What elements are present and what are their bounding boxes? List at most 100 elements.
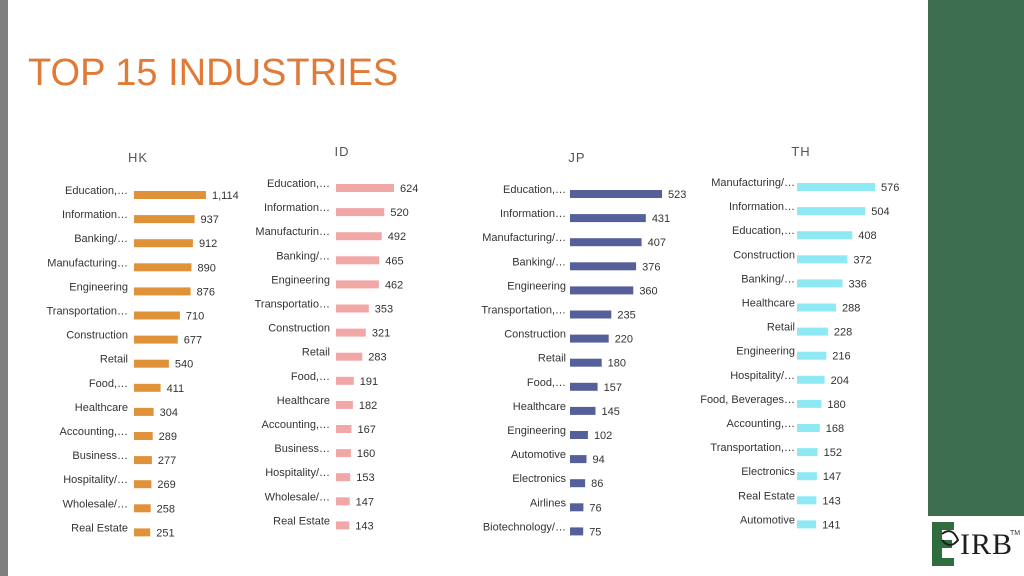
category-label: Manufacturing/… (711, 177, 795, 189)
value-label: 677 (184, 335, 202, 347)
value-label: 1,114 (212, 190, 239, 202)
bar (797, 351, 827, 360)
category-label: Business… (72, 450, 128, 462)
category-label: Manufacturin… (255, 226, 330, 238)
bar (570, 406, 596, 415)
bar (336, 449, 351, 458)
category-label: Transportation,… (481, 305, 566, 317)
bar (134, 263, 192, 272)
chart-title-th: TH (791, 144, 810, 159)
bar (797, 279, 843, 288)
category-label: Wholesale/… (63, 498, 128, 510)
value-label: 890 (198, 262, 216, 274)
category-label: Retail (767, 322, 795, 334)
bar (797, 183, 875, 191)
value-label: 147 (356, 496, 374, 508)
category-label: Information… (264, 202, 330, 214)
bar (134, 311, 180, 320)
value-label: 147 (823, 471, 841, 483)
value-label: 152 (824, 447, 842, 459)
logo-text: IRB (960, 528, 1014, 561)
bar (570, 527, 584, 536)
category-label: Automotive (511, 449, 566, 461)
bar (570, 334, 609, 343)
chart-title-hk: HK (128, 150, 148, 165)
category-label: Hospitality/… (730, 370, 795, 382)
bar (336, 328, 366, 337)
value-label: 143 (822, 495, 840, 507)
bar (570, 238, 642, 247)
category-label: Retail (302, 347, 330, 359)
category-label: Transportatio… (255, 299, 330, 311)
value-label: 492 (388, 231, 406, 243)
bar (570, 382, 598, 391)
category-label: Healthcare (277, 395, 330, 407)
category-label: Construction (268, 323, 330, 335)
category-label: Information… (500, 208, 566, 220)
bar (336, 232, 382, 241)
left-edge-strip (0, 0, 8, 576)
category-label: Education,… (65, 185, 128, 197)
category-label: Electronics (512, 473, 566, 485)
value-label: 576 (881, 182, 899, 194)
category-label: Airlines (530, 497, 567, 509)
bar (336, 497, 350, 506)
bar (797, 207, 866, 216)
value-label: 86 (591, 478, 603, 490)
category-label: Education,… (503, 184, 566, 196)
value-label: 376 (642, 261, 660, 273)
bar (570, 358, 602, 367)
value-label: 289 (159, 431, 177, 443)
bar (336, 376, 354, 385)
value-label: 465 (385, 255, 403, 267)
category-label: Education,… (732, 225, 795, 237)
bar (336, 521, 350, 530)
bar (336, 400, 353, 409)
value-label: 191 (360, 376, 378, 388)
category-label: Hospitality/… (63, 474, 128, 486)
bar (134, 504, 151, 513)
category-label: Engineering (507, 425, 566, 437)
logo-trademark: TM (1010, 530, 1021, 537)
category-label: Transportation,… (710, 442, 795, 454)
category-label: Real Estate (738, 490, 795, 502)
value-label: 624 (400, 183, 418, 195)
value-label: 258 (157, 503, 175, 515)
bar (336, 280, 379, 289)
bar (134, 456, 152, 465)
chart-title-id: ID (335, 144, 350, 159)
value-label: 710 (186, 311, 204, 323)
value-label: 153 (356, 472, 374, 484)
value-label: 143 (355, 520, 373, 532)
value-label: 523 (668, 189, 686, 201)
bar (797, 375, 825, 384)
logo-area (928, 516, 1024, 576)
category-label: Information… (62, 209, 128, 221)
bar (797, 327, 828, 336)
value-label: 431 (652, 213, 670, 225)
bar (797, 424, 820, 432)
value-label: 504 (871, 206, 889, 218)
chart-title-jp: JP (568, 150, 585, 165)
bar (134, 432, 153, 440)
bar (570, 310, 612, 319)
bar (336, 184, 394, 192)
value-label: 288 (842, 303, 860, 315)
category-label: Hospitality/… (265, 467, 330, 479)
value-label: 876 (197, 286, 215, 298)
category-label: Engineering (736, 346, 795, 358)
category-label: Education,… (267, 178, 330, 190)
category-label: Real Estate (273, 515, 330, 527)
value-label: 180 (608, 358, 626, 370)
category-label: Food,… (291, 371, 330, 383)
bar (797, 399, 822, 408)
category-label: Biotechnology/… (483, 521, 566, 533)
value-label: 235 (617, 310, 635, 322)
bar (134, 407, 154, 416)
category-label: Engineering (69, 281, 128, 293)
value-label: 216 (832, 351, 850, 363)
value-label: 937 (201, 214, 219, 226)
category-label: Wholesale/… (265, 491, 330, 503)
value-label: 251 (156, 527, 174, 539)
value-label: 168 (826, 423, 844, 435)
